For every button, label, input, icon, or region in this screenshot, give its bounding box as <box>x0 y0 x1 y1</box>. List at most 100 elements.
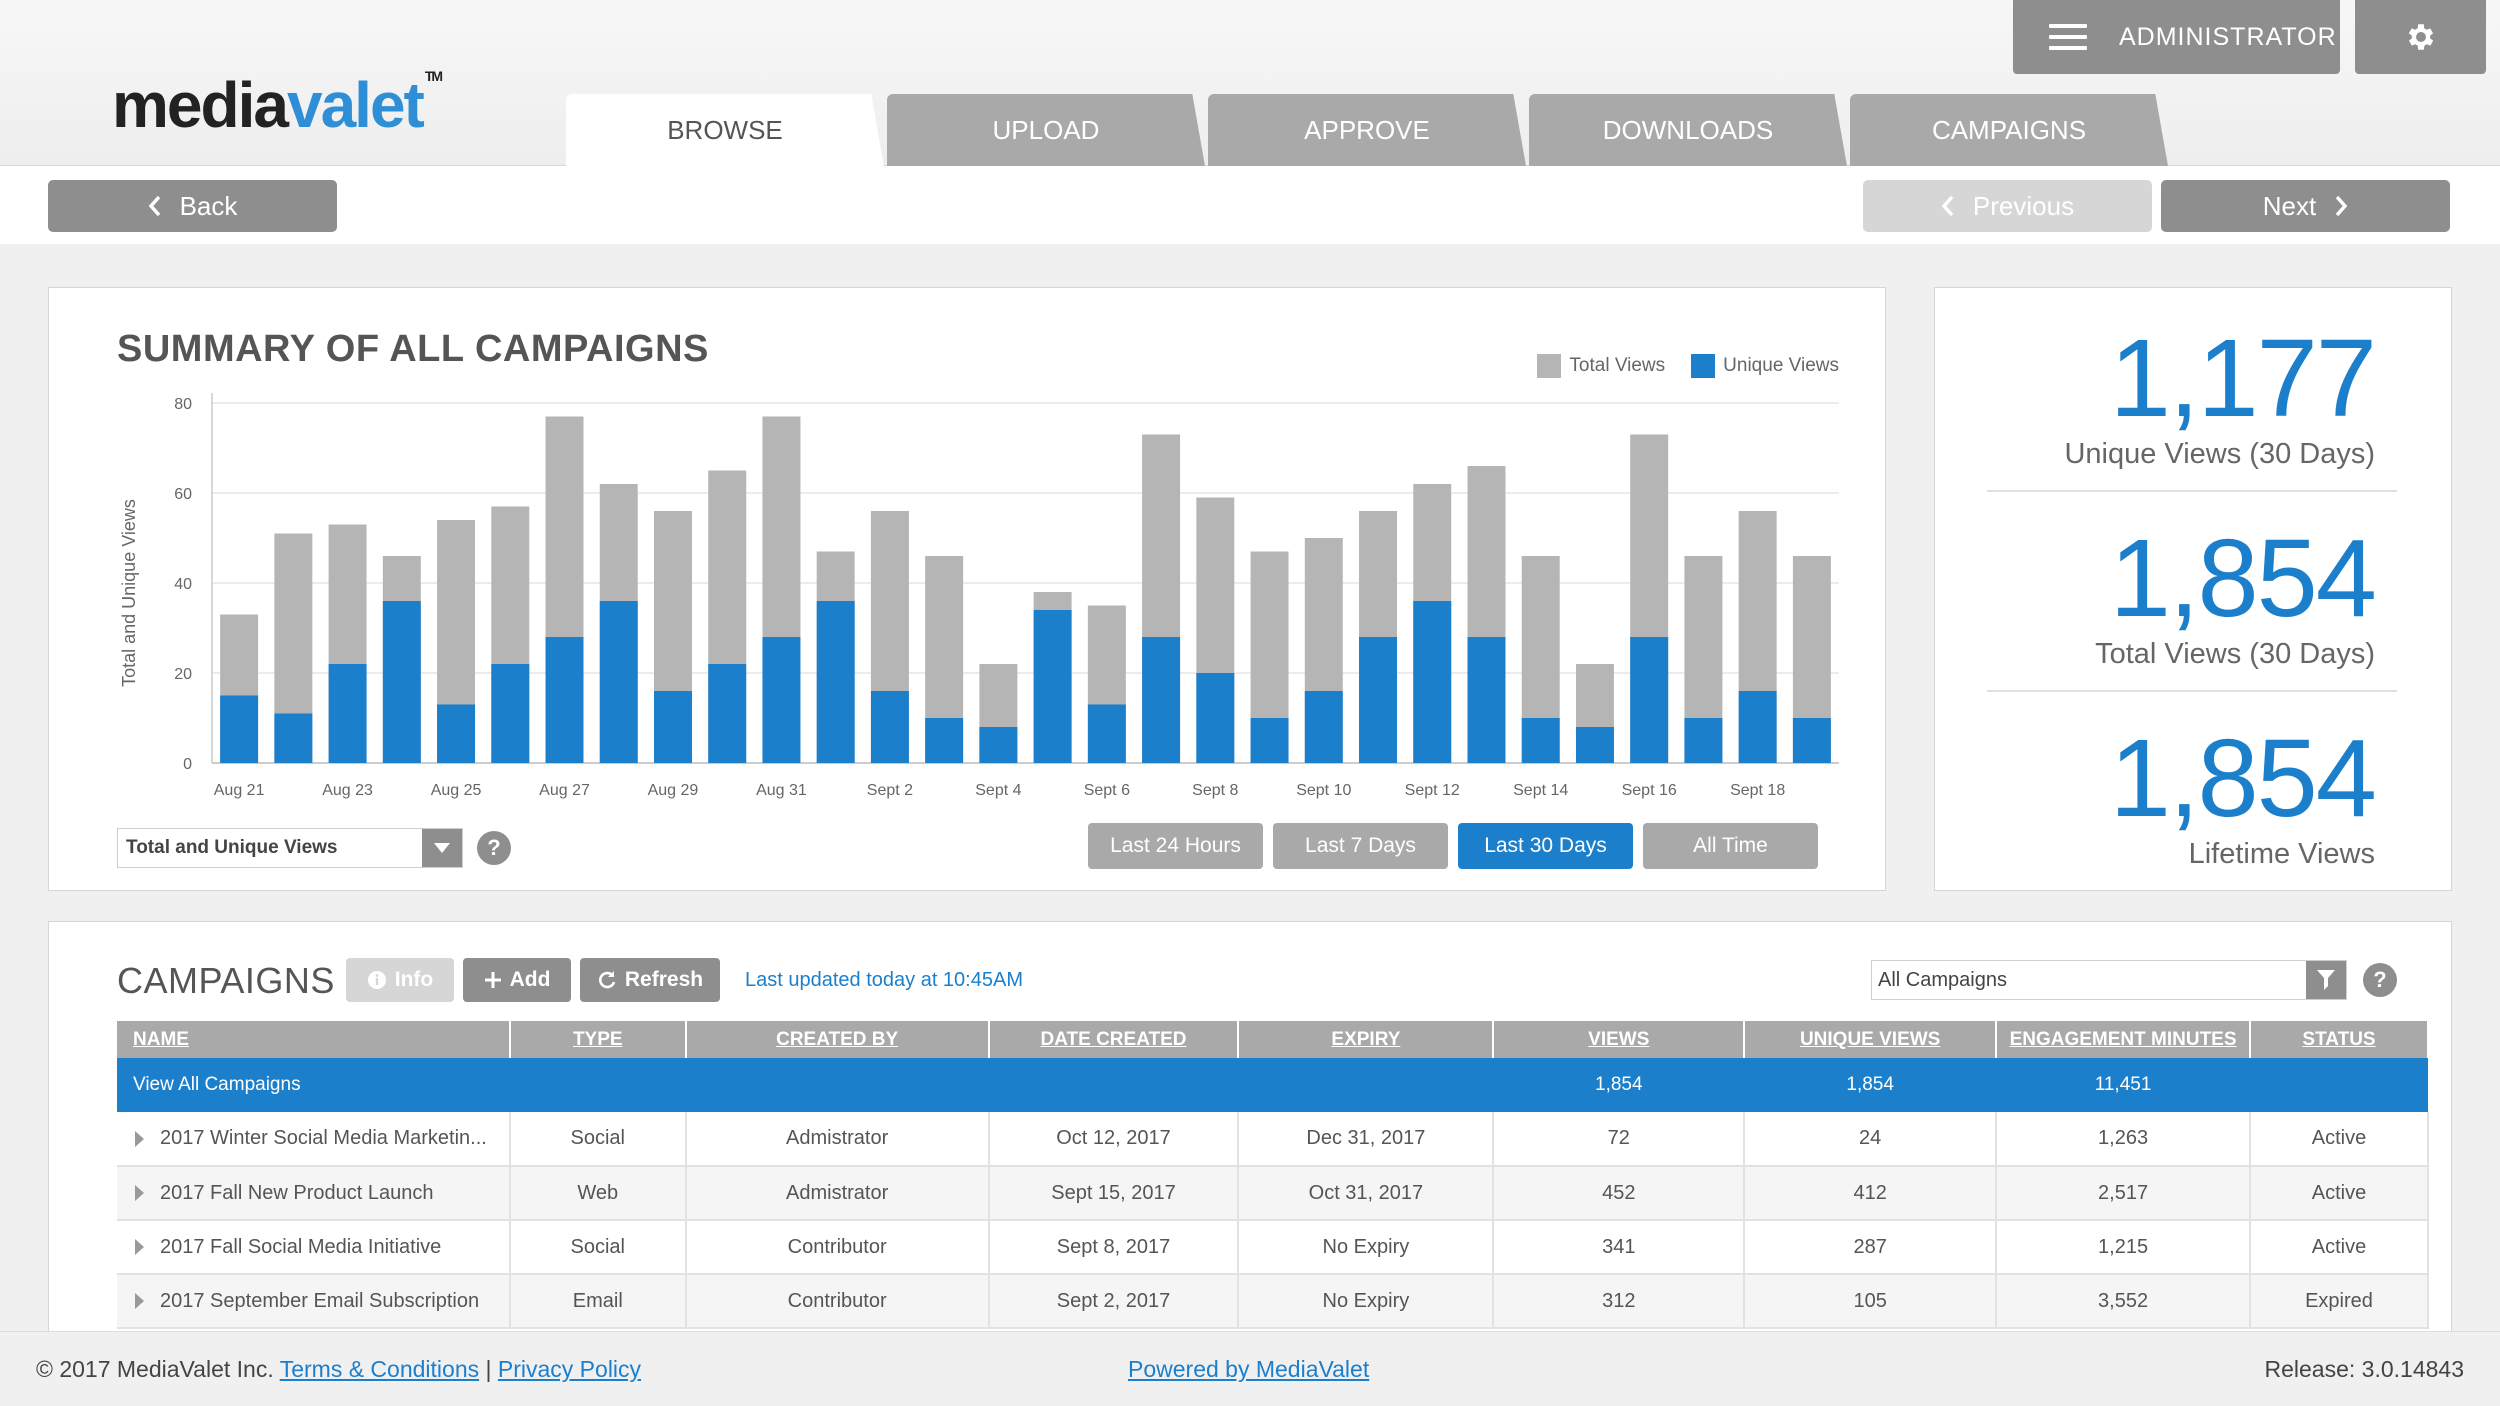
range-last-24-hours-button[interactable]: Last 24 Hours <box>1088 823 1263 869</box>
gear-icon <box>2408 24 2433 50</box>
divider <box>1987 690 2397 692</box>
add-campaign-button[interactable]: Add <box>463 958 571 1002</box>
column-header-created-by[interactable]: CREATED BY <box>685 1021 990 1058</box>
tab-approve[interactable]: APPROVE <box>1208 94 1526 166</box>
cell-status: Expired <box>2250 1274 2429 1329</box>
stat-unique-views-30: 1,177 Unique Views (30 Days) <box>2064 324 2377 471</box>
bar-unique-views <box>1087 704 1126 763</box>
bar-unique-views <box>762 637 801 763</box>
campaign-name: 2017 Fall New Product Launch <box>160 1181 434 1204</box>
cell-engagement: 1,263 <box>1996 1112 2252 1167</box>
x-tick-label: Sept 8 <box>1192 782 1238 799</box>
table-row[interactable]: 2017 Fall Social Media Initiative Social… <box>117 1220 2429 1275</box>
back-label: Back <box>179 190 238 221</box>
stat-label: Lifetime Views <box>2188 838 2375 870</box>
cell-engagement: 11,451 <box>1996 1058 2251 1112</box>
bar-unique-views <box>1359 637 1397 763</box>
column-header-status[interactable]: STATUS <box>2250 1021 2429 1058</box>
x-tick-label: Sept 18 <box>1730 782 1785 799</box>
bar-unique-views <box>1413 601 1452 763</box>
tab-upload[interactable]: UPLOAD <box>887 94 1205 166</box>
cell-views: 452 <box>1493 1166 1746 1221</box>
x-tick-label: Sept 12 <box>1405 782 1460 799</box>
administrator-label: ADMINISTRATOR <box>2119 22 2337 51</box>
bar-unique-views <box>328 664 367 763</box>
administrator-menu-button[interactable]: ADMINISTRATOR <box>2013 0 2340 74</box>
cell-status: Active <box>2250 1166 2429 1221</box>
cell-expiry: Dec 31, 2017 <box>1238 1112 1495 1167</box>
expand-caret-icon[interactable] <box>135 1293 144 1310</box>
cell-status <box>2250 1058 2428 1112</box>
campaign-name: 2017 Winter Social Media Marketin... <box>160 1127 487 1149</box>
cell-created-by: Admistrator <box>685 1166 990 1221</box>
cell-created-by: Contributor <box>685 1274 990 1329</box>
column-header-views[interactable]: VIEWS <box>1493 1021 1746 1058</box>
cell-expiry: No Expiry <box>1238 1274 1495 1329</box>
range-last-7-days-button[interactable]: Last 7 Days <box>1273 823 1448 869</box>
range-all-time-button[interactable]: All Time <box>1643 823 1818 869</box>
cell-expiry: No Expiry <box>1238 1220 1495 1275</box>
cell-name: View All Campaigns <box>117 1058 510 1112</box>
column-header-engagement-minutes[interactable]: ENGAGEMENT MINUTES <box>1996 1021 2252 1058</box>
column-header-date-created[interactable]: DATE CREATED <box>988 1021 1240 1058</box>
campaign-filter-select[interactable]: All Campaigns <box>1871 960 2347 1000</box>
powered-by-link[interactable]: Powered by MediaValet <box>1128 1356 1370 1382</box>
stat-total-views-30: 1,854 Total Views (30 Days) <box>2095 517 2377 671</box>
filter-icon[interactable] <box>2306 961 2346 999</box>
x-tick-label: Sept 14 <box>1513 782 1568 799</box>
privacy-link[interactable]: Privacy Policy <box>497 1356 642 1382</box>
table-row[interactable]: 2017 Fall New Product Launch Web Admistr… <box>117 1166 2429 1221</box>
logo-text-valet: valet <box>286 69 425 141</box>
bar-unique-views <box>1792 718 1831 763</box>
bar-unique-views <box>654 691 692 763</box>
range-last-30-days-button[interactable]: Last 30 Days <box>1458 823 1633 869</box>
column-header-name[interactable]: NAME <box>117 1021 511 1058</box>
cell-unique-views: 287 <box>1744 1220 1998 1275</box>
y-tick-label: 60 <box>174 486 192 503</box>
stat-label: Unique Views (30 Days) <box>2064 438 2375 470</box>
tab-browse[interactable]: BROWSE <box>566 94 884 167</box>
stat-lifetime-views: 1,854 Lifetime Views <box>2110 724 2377 871</box>
hamburger-menu-icon <box>2049 24 2087 50</box>
x-tick-label: Aug 21 <box>214 782 265 799</box>
refresh-button[interactable]: Refresh <box>580 958 720 1002</box>
terms-link[interactable]: Terms & Conditions <box>279 1356 480 1382</box>
expand-caret-icon[interactable] <box>135 1185 144 1202</box>
view-all-campaigns-row[interactable]: View All Campaigns 1,854 1,854 11,451 <box>117 1058 2428 1112</box>
bar-unique-views <box>1521 718 1560 763</box>
mediavalet-logo[interactable]: mediavalet TM <box>112 68 443 142</box>
table-row[interactable]: 2017 September Email Subscription Email … <box>117 1274 2429 1329</box>
metric-select[interactable]: Total and Unique Views <box>117 828 463 868</box>
tab-campaigns[interactable]: CAMPAIGNS <box>1850 94 2168 166</box>
copyright-text: © 2017 MediaValet Inc. <box>36 1356 274 1382</box>
bar-unique-views <box>1304 691 1343 763</box>
legend-item-total: Total Views <box>1537 354 1665 378</box>
bar-unique-views <box>708 664 747 763</box>
tab-downloads[interactable]: DOWNLOADS <box>1529 94 1847 166</box>
back-button[interactable]: Back <box>48 180 337 232</box>
next-label: Next <box>2262 190 2317 221</box>
chevron-right-icon <box>2335 195 2348 217</box>
previous-label: Previous <box>1972 190 2075 221</box>
previous-button[interactable]: Previous <box>1863 180 2152 232</box>
column-header-expiry[interactable]: EXPIRY <box>1238 1021 1495 1058</box>
column-header-type[interactable]: TYPE <box>509 1021 687 1058</box>
info-button[interactable]: Info <box>346 958 454 1002</box>
x-tick-label: Sept 10 <box>1296 782 1351 799</box>
stat-value: 1,854 <box>2109 517 2377 640</box>
last-updated-text: Last updated today at 10:45AM <box>745 969 1023 991</box>
cell-engagement: 2,517 <box>1996 1166 2252 1221</box>
cell-date-created: Sept 2, 2017 <box>988 1274 1240 1329</box>
expand-caret-icon[interactable] <box>135 1239 144 1256</box>
summary-chart-card: SUMMARY OF ALL CAMPAIGNS Total Views Uni… <box>48 287 1886 891</box>
column-header-unique-views[interactable]: UNIQUE VIEWS <box>1744 1021 1998 1058</box>
cell-engagement: 1,215 <box>1996 1220 2252 1275</box>
next-button[interactable]: Next <box>2161 180 2450 232</box>
settings-button[interactable] <box>2355 0 2486 74</box>
table-row[interactable]: 2017 Winter Social Media Marketin... Soc… <box>117 1112 2429 1167</box>
campaigns-help-icon[interactable]: ? <box>2363 963 2397 997</box>
chart-help-icon[interactable]: ? <box>477 831 511 865</box>
bar-unique-views <box>1033 610 1072 763</box>
navigation-bar: Back Previous Next <box>0 166 2500 244</box>
expand-caret-icon[interactable] <box>135 1130 144 1147</box>
